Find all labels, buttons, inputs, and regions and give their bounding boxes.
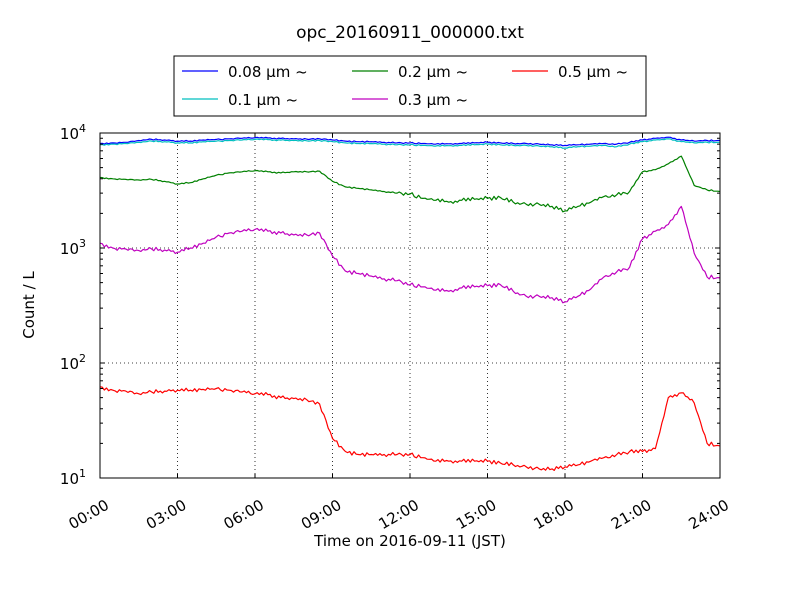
- x-axis-label: Time on 2016-09-11 (JST): [313, 532, 506, 550]
- series-line: [99, 205, 721, 304]
- legend-label: 0.5 μm ~: [558, 63, 628, 81]
- legend-label: 0.08 μm ~: [228, 63, 308, 81]
- series-line: [99, 138, 720, 149]
- y-tick-labels: 101 102 103 104: [60, 122, 86, 488]
- y-tick-label: 102: [60, 352, 86, 373]
- legend-label: 0.1 μm ~: [228, 91, 298, 109]
- chart-title: opc_20160911_000000.txt: [296, 23, 524, 43]
- legend: 0.08 μm ~ 0.1 μm ~ 0.2 μm ~ 0.3 μm ~ 0.5 μm …: [173, 55, 647, 117]
- series-line: [99, 155, 721, 213]
- legend-label: 0.2 μm ~: [398, 63, 468, 81]
- series-line: [99, 386, 721, 471]
- y-axis-label: Count / L: [20, 271, 38, 339]
- y-tick-label: 104: [60, 122, 86, 143]
- y-tick-label: 103: [60, 237, 86, 258]
- series-lines: [99, 136, 721, 471]
- axis-ticks: [99, 132, 721, 479]
- legend-frame: [173, 55, 647, 117]
- legend-label: 0.3 μm ~: [398, 91, 468, 109]
- series-line: [99, 136, 720, 147]
- y-tick-label: 101: [60, 467, 86, 488]
- grid-lines: [100, 133, 720, 478]
